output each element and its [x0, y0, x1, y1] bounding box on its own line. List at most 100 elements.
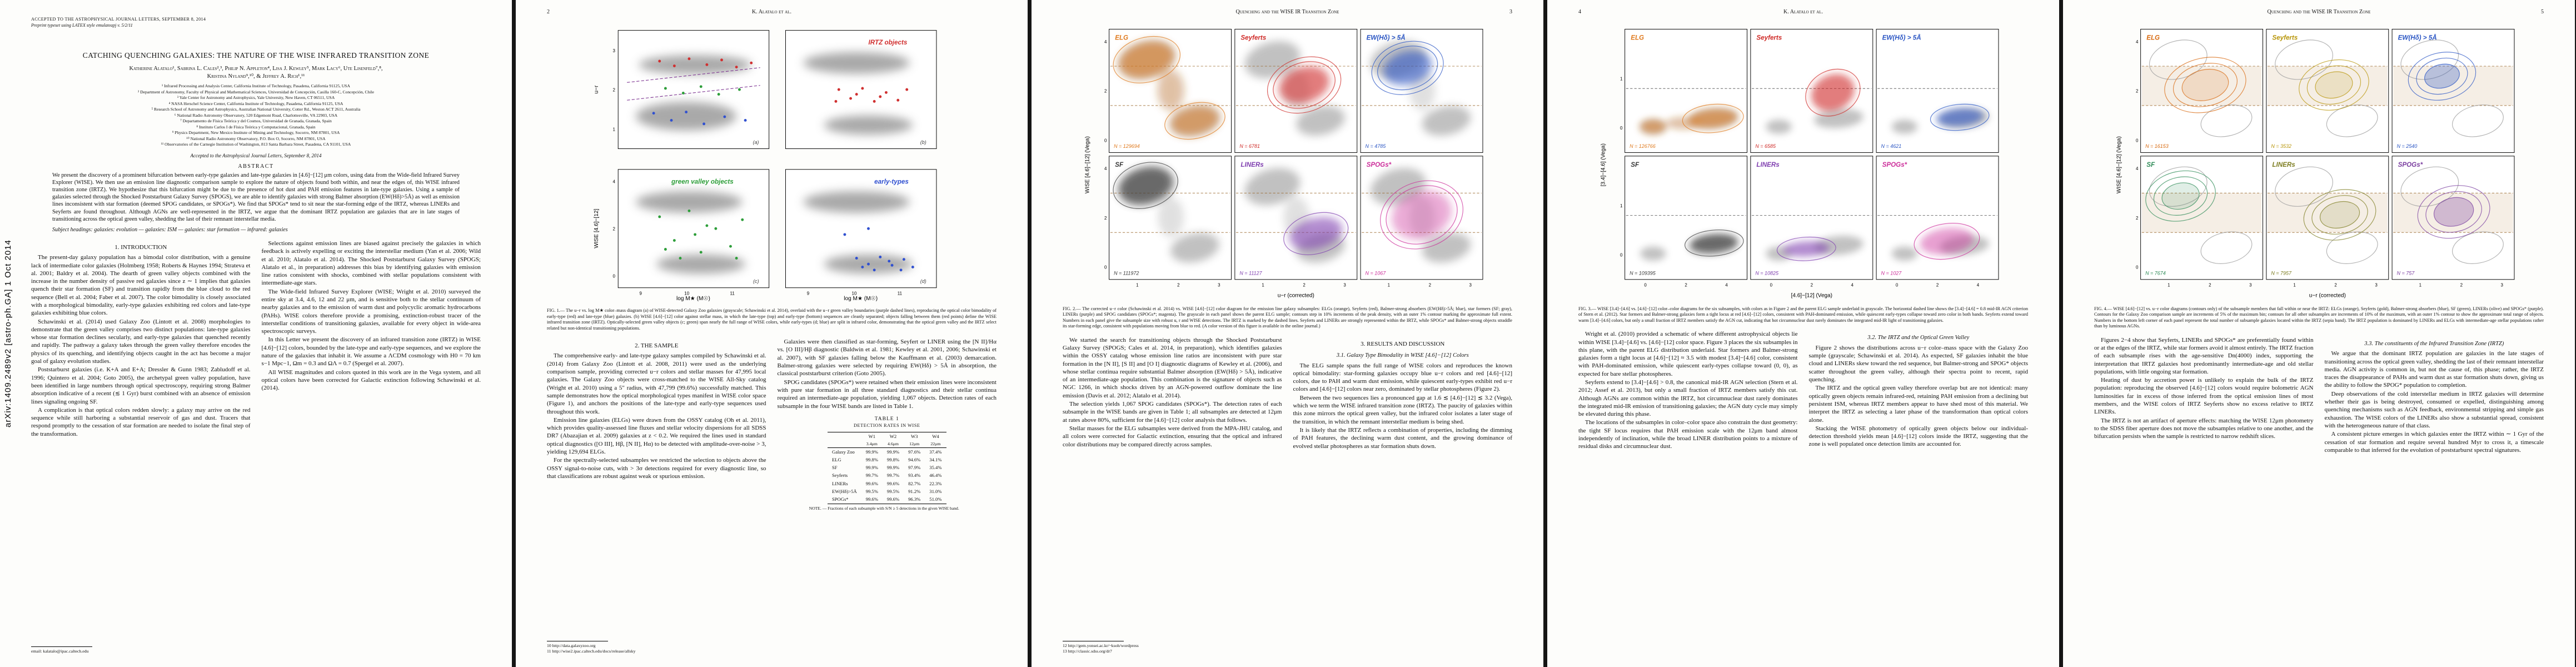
tick-label: 2: [612, 226, 615, 231]
table-header-cell: 12μm: [904, 440, 925, 449]
tick-label: 0: [1104, 138, 1107, 143]
table-cell: 34.1%: [929, 457, 942, 463]
axis-label-y: WISE [4.6]−[12] (Vega): [2116, 136, 2122, 193]
panel-tag: (c): [753, 278, 759, 284]
tick-label: 2: [2209, 282, 2211, 287]
body-paragraph: The IRTZ is not an artifact of aperture …: [2094, 417, 2314, 440]
tick-label: 3: [1343, 282, 1346, 287]
panel-label-irtz: IRTZ objects: [868, 39, 907, 46]
table-cell: 99.6%: [882, 495, 904, 504]
table-note: NOTE. — Fractions of each subsample with…: [809, 505, 959, 511]
figure-2: WISE [4.6]−[12] (Vega) u−r (corrected): [1063, 24, 1512, 303]
fig4-panel-liners: LINERs N = 7957 1 2 3: [2265, 156, 2389, 287]
table-header-cell: 4.6μm: [882, 440, 904, 449]
table-cell: 99.8%: [865, 457, 878, 463]
axis-label-x: u−r (corrected): [2309, 293, 2345, 299]
tick-label: 1: [1136, 282, 1139, 287]
tick-label: 0: [1104, 265, 1107, 270]
table-row: Seyferts 99.7% 99.7% 93.4% 46.4%: [828, 472, 946, 480]
fig1-panel-a: 1 2 3 (a): [612, 30, 769, 150]
table-cell: LINERs: [831, 480, 848, 486]
table-header-cell: [827, 432, 861, 441]
journal-acceptance-line: ACCEPTED TO THE ASTROPHYSICAL JOURNAL LE…: [31, 17, 206, 22]
paper-title: CATCHING QUENCHING GALAXIES: THE NATURE …: [82, 51, 430, 59]
body-paragraph: A consistent picture emerges in which ga…: [2324, 431, 2544, 454]
tick-label: 3: [1469, 282, 1472, 287]
panel-count: N = 6585: [1755, 143, 1776, 149]
axis-label-y-a: u−r: [594, 85, 600, 94]
footnote-line: 13 http://classic.sdss.org/dr7: [1063, 649, 1112, 654]
fig3-panel-liners: LINERs N = 10825 0 2 4: [1750, 156, 1873, 287]
body-paragraph: The comprehensive early- and late-type g…: [547, 352, 766, 415]
figure-1: u−r WISE [4.6]−[12] log M★ (M☉) log M★ (…: [547, 24, 996, 305]
page-1: ACCEPTED TO THE ASTROPHYSICAL JOURNAL LE…: [0, 0, 512, 667]
table-cell: 35.4%: [929, 465, 942, 471]
tick-label: 3: [2249, 282, 2252, 287]
panel-label: SPOGs*: [1882, 161, 1907, 168]
panel-label: EW(Hδ) > 5Å: [1882, 34, 1921, 41]
axis-label-y: [3.4]−[4.6] (Vega): [1600, 143, 1606, 186]
fig1-panel-d: early-types 9 10 11 (d): [785, 169, 936, 296]
figure-4-plot: WISE [4.6]−[12] (Vega) u−r (corrected) E…: [2116, 28, 2514, 299]
panel-count: N = 1027: [1881, 270, 1902, 276]
affiliation-line: ⁴ NASA Herschel Science Center, Californ…: [168, 101, 343, 106]
footnote-email: email: kalatalo@ipac.caltech.edu: [31, 649, 89, 654]
body-paragraph: Figures 2−4 show that Seyferts, LINERs a…: [2094, 336, 2314, 375]
fig2-panel-seyferts: Seyferts N = 6781: [1234, 28, 1357, 153]
page-5: Quenching and the WISE IR Transition Zon…: [2063, 0, 2575, 667]
tick-label: 0: [1895, 282, 1898, 287]
preprint-style-line: Preprint typeset using LATEX style emula…: [31, 23, 133, 28]
body-paragraph: Selections against emission lines are bi…: [261, 240, 481, 287]
footnote-line: 10 http://data.galaxyzoo.org: [547, 643, 596, 648]
body-paragraph: Emission line galaxies (ELGs) were drawn…: [547, 416, 766, 455]
footnote-line: 11 http://wise2.ipac.caltech.edu/docs/re…: [547, 649, 636, 654]
body-paragraph: The ELG sample spans the full range of W…: [1293, 362, 1513, 393]
panel-count: N = 3532: [2271, 143, 2291, 149]
panel-count: N = 4785: [1365, 143, 1386, 149]
panel-count: N = 10825: [1755, 270, 1779, 276]
body-paragraph: Heating of dust by accretion power is un…: [2094, 377, 2314, 416]
body-columns: Figures 2−4 show that Seyferts, LINERs a…: [2094, 336, 2544, 455]
tick-label: 3: [2375, 282, 2378, 287]
table-cell: 99.9%: [865, 449, 878, 455]
figure-2-plot: WISE [4.6]−[12] (Vega) u−r (corrected): [1084, 28, 1483, 299]
tick-label: 4: [1725, 282, 1728, 287]
table-cell: 51.0%: [925, 495, 946, 504]
panel-label-early-types: early-types: [874, 178, 909, 185]
panel-tag: (d): [920, 278, 926, 284]
page-number: 3: [1509, 9, 1512, 15]
arxiv-stamp: arXiv:1409.2489v2 [astro-ph.GA] 1 Oct 20…: [3, 239, 13, 428]
fig3-panel-sf: SF N = 109395 0 1 0 2 4: [1620, 156, 1747, 287]
tick-label: 2: [1810, 282, 1812, 287]
tick-label: 2: [1428, 282, 1431, 287]
table-header-cell: 22μm: [925, 440, 946, 449]
footnote-rule: [31, 646, 92, 648]
footnote-list: 10 http://data.galaxyzoo.org 11 http://wi…: [547, 643, 765, 655]
body-paragraph: Figure 2 shows the distributions across …: [1808, 344, 2029, 384]
table-cell: 93.4%: [908, 472, 921, 479]
body-paragraph: The locations of the subsamples in color…: [1578, 419, 1798, 450]
body-paragraph: The present-day galaxy population has a …: [31, 254, 251, 317]
table-cell: 99.9%: [865, 465, 878, 471]
table-row: EW(Hδ)>5Å 99.5% 99.5% 91.2% 31.0%: [828, 487, 946, 495]
affiliation-line: ⁶ National Radio Astronomy Observatory, …: [174, 112, 338, 118]
body-paragraph: SPOG candidates (SPOGs*) were retained w…: [777, 379, 997, 410]
affiliation-line: ¹ Infrared Processing and Analysis Cente…: [161, 83, 350, 89]
red-sequence-points: [657, 57, 753, 69]
table-cell: 99.7%: [865, 472, 878, 479]
page-2: 2 K. Alatalo et al. u−r WISE [4.6]−[12] …: [516, 0, 1028, 667]
running-title: K. Alatalo et al.: [1783, 9, 1823, 15]
body-paragraph: Between the two sequences lies a pronoun…: [1293, 394, 1513, 425]
panel-label: ELG: [2146, 34, 2160, 41]
figure-2-caption: FIG. 2.— The corrected u−r color (Schawi…: [1063, 306, 1512, 329]
tick-label: 4: [1851, 282, 1853, 287]
body-paragraph: The Wide-field Infrared Survey Explorer …: [261, 288, 481, 335]
tick-label: 1: [612, 127, 615, 132]
panel-label: Seyferts: [2272, 34, 2298, 41]
running-title: K. Alatalo et al.: [752, 9, 791, 15]
table-cell: 97.6%: [908, 449, 921, 455]
subject-headings: Subject headings: galaxies: evolution — …: [52, 226, 288, 233]
tick-label: 9: [639, 291, 642, 296]
table-header-cell: W1: [861, 432, 883, 441]
tick-label: 4: [612, 179, 615, 184]
